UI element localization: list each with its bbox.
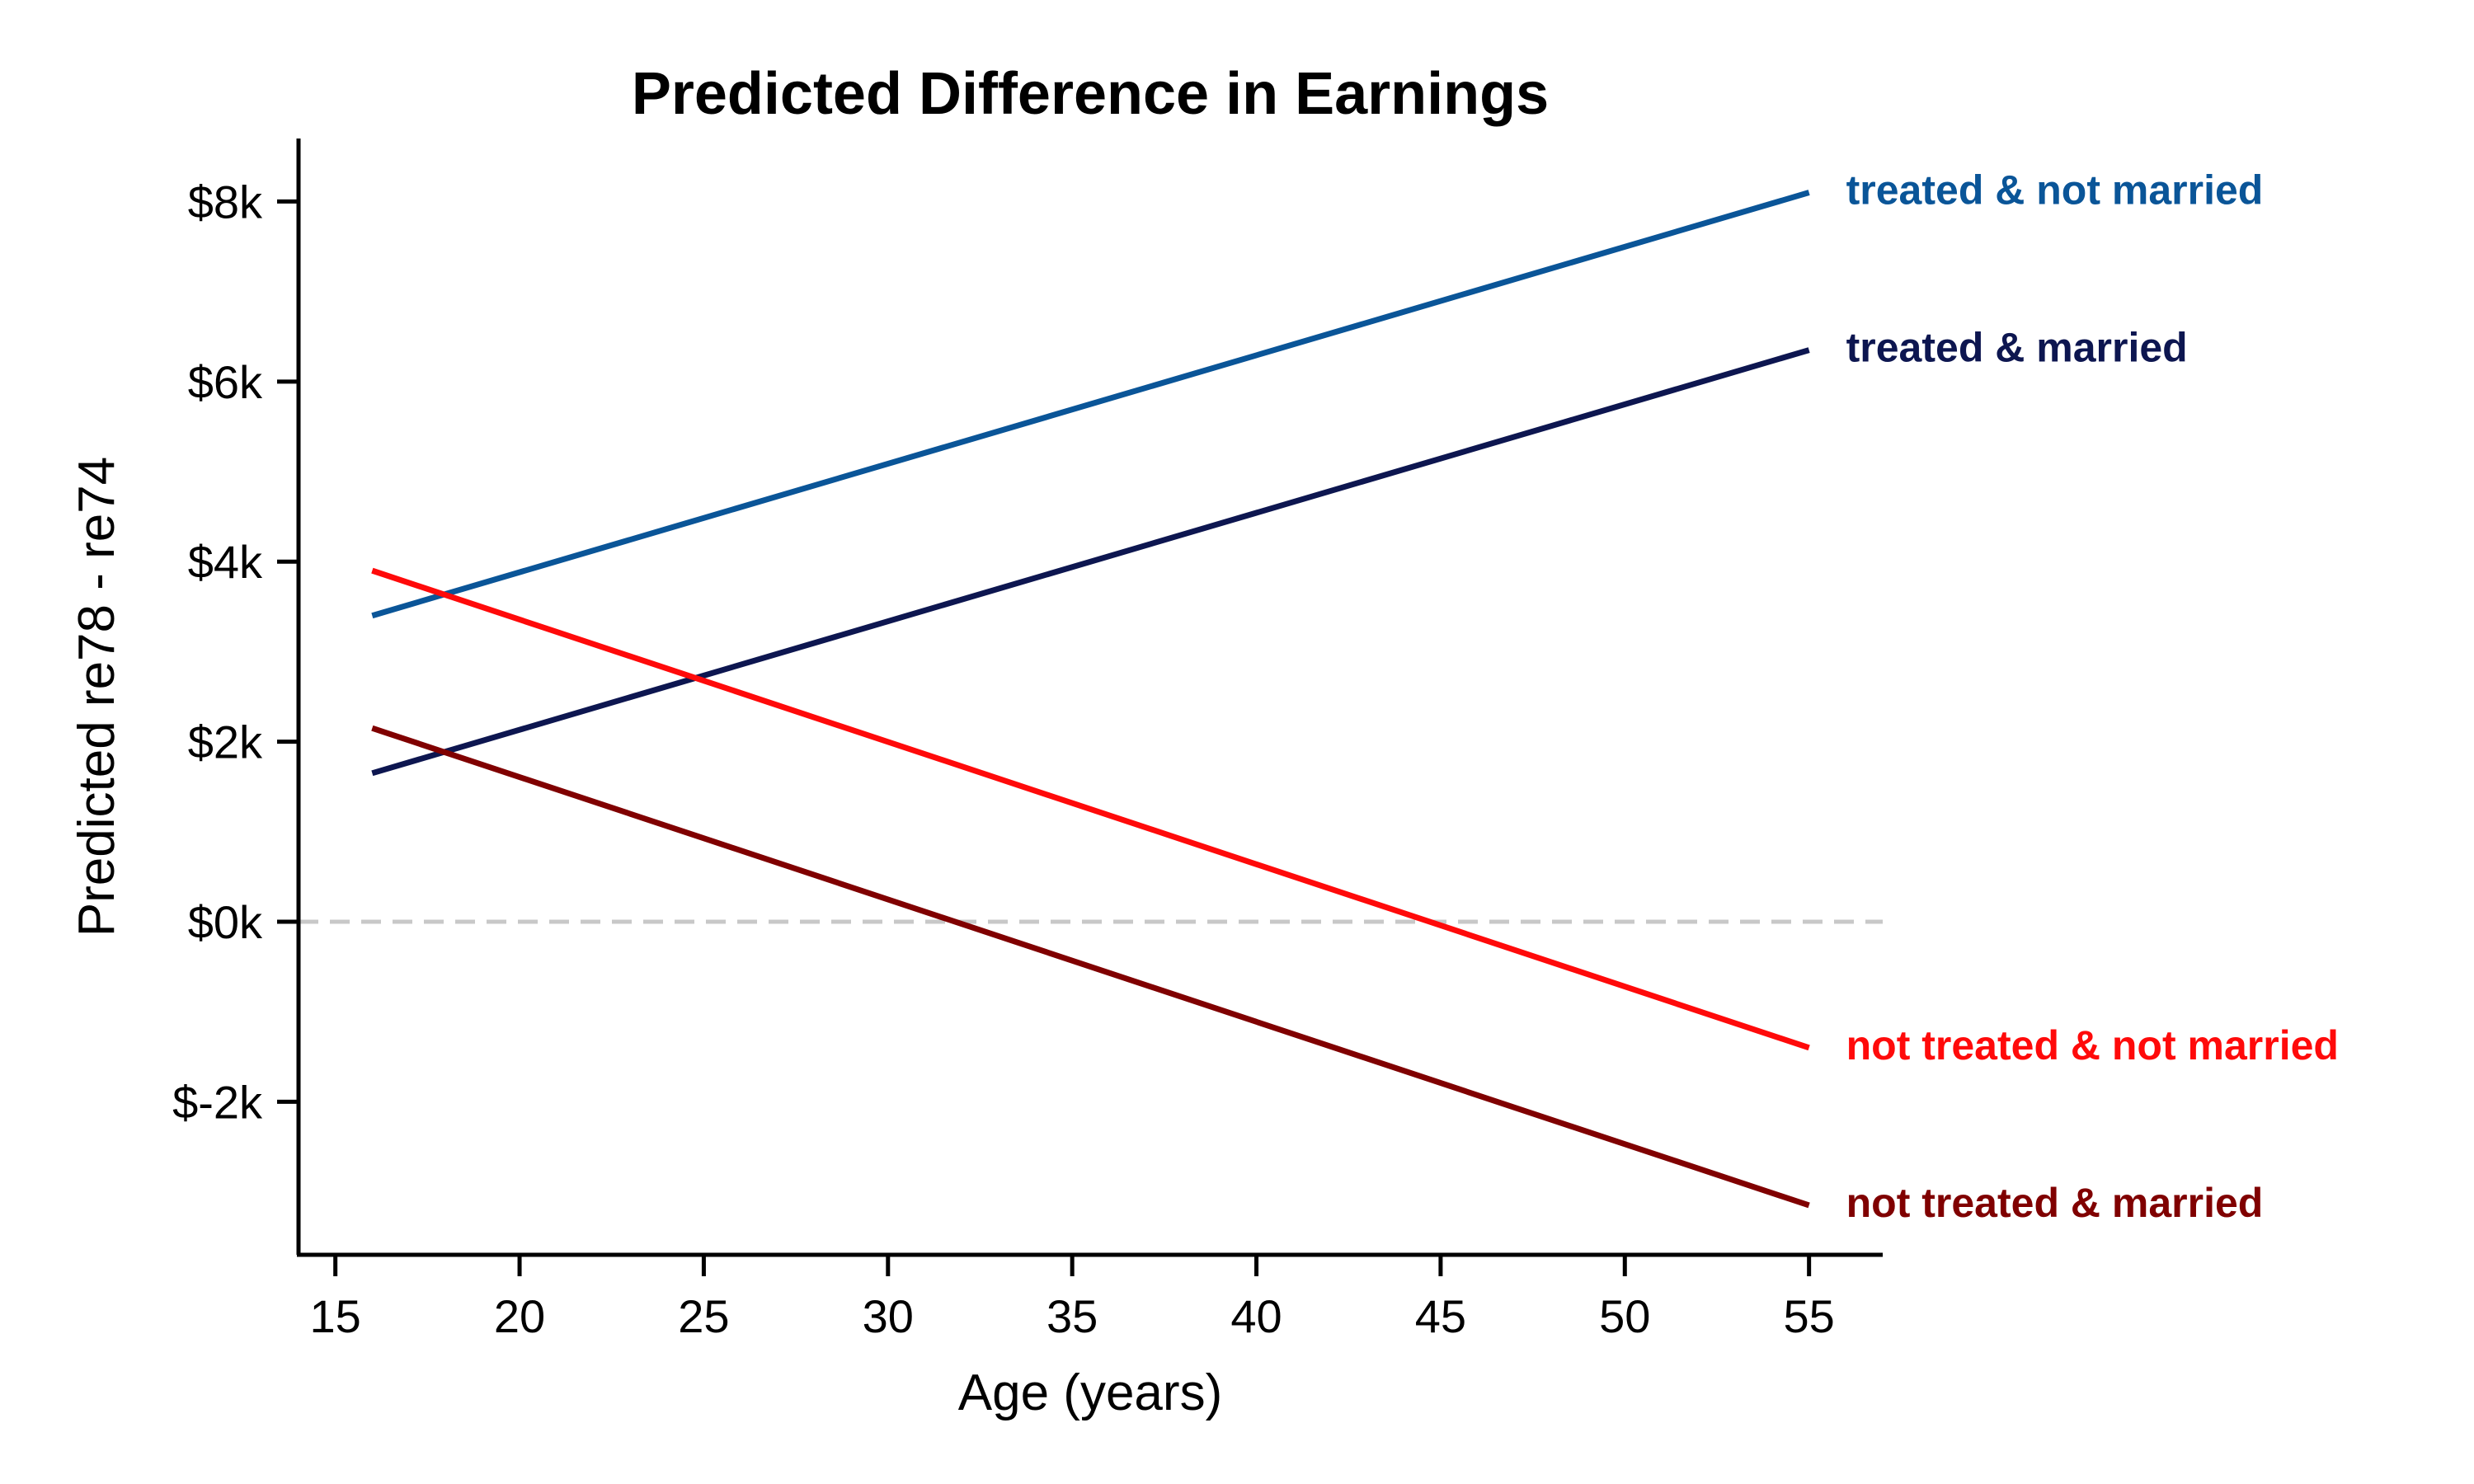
series-layer bbox=[371, 190, 1810, 1209]
y-tick-label: $6k bbox=[188, 356, 263, 408]
x-tick-label: 55 bbox=[1784, 1290, 1835, 1342]
y-ticks: $-2k $0k $2k $4k $6k $8k bbox=[172, 176, 299, 1128]
chart-title: Predicted Difference in Earnings bbox=[632, 61, 1549, 127]
x-tick-label: 20 bbox=[494, 1290, 545, 1342]
series-line bbox=[371, 190, 1810, 619]
x-ticks: 15 20 25 30 35 40 45 50 55 bbox=[310, 1255, 1835, 1342]
x-tick-label: 35 bbox=[1047, 1290, 1098, 1342]
y-axis-label: Predicted re78 - re74 bbox=[68, 457, 125, 937]
series-labels: treated & not married treated & married no… bbox=[1846, 167, 2339, 1226]
x-tick-label: 30 bbox=[863, 1290, 914, 1342]
y-tick-label: $2k bbox=[188, 716, 263, 768]
series-label: not treated & married bbox=[1846, 1180, 2264, 1226]
y-tick-label: $0k bbox=[188, 896, 263, 948]
y-tick-label: $8k bbox=[188, 176, 263, 228]
x-tick-label: 15 bbox=[310, 1290, 361, 1342]
series-label: treated & not married bbox=[1846, 167, 2264, 214]
series-line bbox=[371, 347, 1810, 777]
y-tick-label: $4k bbox=[188, 536, 263, 588]
series-label: not treated & not married bbox=[1846, 1022, 2339, 1068]
series-line bbox=[371, 567, 1810, 1051]
x-tick-label: 25 bbox=[678, 1290, 729, 1342]
y-tick-label: $-2k bbox=[172, 1076, 263, 1128]
x-tick-label: 45 bbox=[1415, 1290, 1466, 1342]
series-line bbox=[371, 725, 1810, 1209]
series-label: treated & married bbox=[1846, 325, 2188, 371]
x-tick-label: 40 bbox=[1230, 1290, 1282, 1342]
x-tick-label: 50 bbox=[1599, 1290, 1650, 1342]
x-axis-label: Age (years) bbox=[958, 1364, 1222, 1421]
